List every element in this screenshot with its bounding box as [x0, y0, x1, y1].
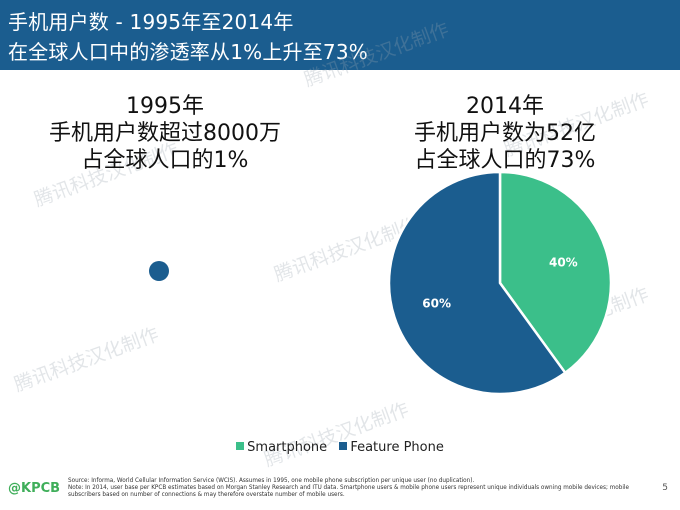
legend: Smartphone Feature Phone: [0, 440, 680, 455]
pie-label-feature-phone: 60%: [422, 297, 451, 311]
pie-1995-feature-phone-dot: [149, 261, 169, 281]
page-number: 5: [662, 483, 668, 493]
left-share: 占全球人口的1%: [81, 148, 249, 173]
right-heading: 2014年 手机用户数为52亿 占全球人口的73%: [380, 93, 630, 174]
pie-slice-smartphone: [498, 170, 613, 375]
right-share: 占全球人口的73%: [414, 148, 596, 173]
footnote-note: Note: In 2014, user base per KPCB estima…: [68, 485, 630, 498]
left-heading: 1995年 手机用户数超过8000万 占全球人口的1%: [40, 93, 290, 174]
legend-feature-phone-swatch: [339, 442, 348, 450]
footnotes: Source: Informa, World Cellular Informat…: [68, 478, 643, 499]
right-year: 2014年: [466, 94, 544, 119]
pie-slice-feature-phone: [387, 170, 567, 396]
legend-smartphone: Smartphone: [236, 440, 327, 455]
footnote-source: Source: Informa, World Cellular Informat…: [68, 478, 475, 484]
legend-smartphone-swatch: [236, 442, 245, 450]
title-bar: 手机用户数 - 1995年至2014年 在全球人口中的渗透率从1%上升至73%: [0, 0, 680, 70]
pie-2014: 40% 60%: [387, 170, 613, 396]
slide-title-line2: 在全球人口中的渗透率从1%上升至73%: [8, 40, 368, 64]
kpcb-logo: @KPCB: [8, 481, 61, 496]
legend-smartphone-label: Smartphone: [247, 440, 328, 455]
legend-feature-phone: Feature Phone: [339, 440, 444, 455]
pie-label-smartphone: 40%: [549, 255, 578, 269]
right-users: 手机用户数为52亿: [414, 121, 596, 146]
slide-title-line1: 手机用户数 - 1995年至2014年: [8, 10, 294, 34]
left-users: 手机用户数超过8000万: [49, 121, 281, 146]
legend-feature-phone-label: Feature Phone: [350, 440, 444, 455]
left-year: 1995年: [126, 94, 204, 119]
